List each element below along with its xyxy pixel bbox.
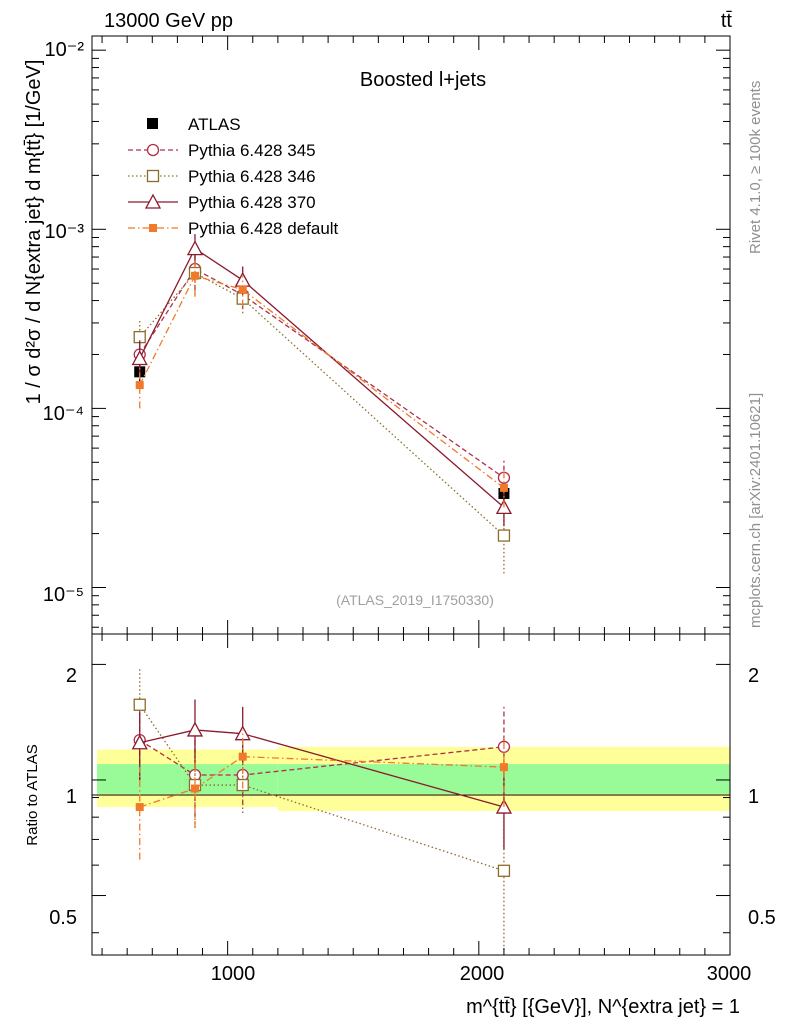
series-line-p370 xyxy=(139,247,505,508)
legend-label: Pythia 6.428 346 xyxy=(188,167,316,186)
legend-marker-p346 xyxy=(146,169,160,183)
main-ytick-label: 10⁻⁴ xyxy=(43,403,84,425)
legend-entry-p370: Pythia 6.428 370 xyxy=(128,193,316,212)
ratio-ytick-label-right: 0.5 xyxy=(748,907,776,929)
analysis-id: (ATLAS_2019_I1750330) xyxy=(336,592,494,608)
main-y-axis-label: 1 / σ d²σ / d N{extra jet} d m{tt̄} [1/G… xyxy=(23,60,45,405)
legend-marker-pdef xyxy=(149,224,157,232)
ratio-point-pdef xyxy=(499,763,508,772)
main-data-layer xyxy=(131,234,513,574)
legend-entry-p346: Pythia 6.428 346 xyxy=(128,167,316,186)
ratio-ytick-label-right: 1 xyxy=(748,786,759,808)
legend-label: Pythia 6.428 370 xyxy=(188,193,316,212)
main-ytick-label: 10⁻⁵ xyxy=(43,584,84,606)
series-line-p346 xyxy=(139,272,505,537)
legend-marker-atlas xyxy=(147,118,158,129)
x-axis-label: m^{tt̄} [{GeV}], N^{extra jet} = 1 xyxy=(466,996,740,1018)
x-axis-ticks xyxy=(101,36,731,955)
main-y-ticks xyxy=(92,49,730,628)
legend-label: Pythia 6.428 default xyxy=(188,219,339,238)
data-point-p370 xyxy=(186,240,204,256)
ratio-line-p346 xyxy=(139,704,505,872)
legend-entry-atlas: ATLAS xyxy=(147,115,241,134)
ratio-point-p346 xyxy=(497,864,511,877)
data-point-p370 xyxy=(131,350,148,366)
ratio-point-p346 xyxy=(133,698,146,711)
ratio-ytick-label: 2 xyxy=(66,665,77,687)
series-line-p345 xyxy=(139,268,505,479)
ratio-y-ticks xyxy=(92,663,730,934)
data-point-pdef xyxy=(135,381,144,390)
legend-marker-p345 xyxy=(146,143,160,157)
ratio-line-p370 xyxy=(139,729,505,808)
process-label: tt̄ xyxy=(721,10,733,32)
ratio-point-pdef xyxy=(190,784,199,793)
legend: ATLAS Pythia 6.428 345 Pythia 6.428 346 … xyxy=(128,115,339,238)
ratio-point-pdef xyxy=(135,803,144,812)
ratio-ytick-label: 0.5 xyxy=(49,907,77,929)
legend-entry-p345: Pythia 6.428 345 xyxy=(128,141,316,160)
legend-entry-pdef: Pythia 6.428 default xyxy=(128,219,339,238)
data-point-pdef xyxy=(499,483,508,492)
ratio-y-axis-label: Ratio to ATLAS xyxy=(24,744,41,845)
ratio-point-p370 xyxy=(186,721,204,737)
site-label: mcplots.cern.ch [arXiv:2401.10621] xyxy=(747,393,764,628)
energy-label: 13000 GeV pp xyxy=(104,10,233,32)
ratio-point-p370 xyxy=(131,734,148,750)
ratio-ytick-label: 1 xyxy=(66,786,77,808)
xtick-label: 2000 xyxy=(460,963,505,985)
ratio-point-pdef xyxy=(238,752,247,761)
ratio-data-layer xyxy=(131,668,513,951)
data-point-p346 xyxy=(497,529,511,542)
legend-label: ATLAS xyxy=(188,115,241,134)
ratio-line-pdef xyxy=(139,756,504,808)
rivet-label: Rivet 4.1.0, ≥ 100k events xyxy=(747,81,764,254)
data-point-pdef xyxy=(238,285,247,294)
main-title: Boosted l+jets xyxy=(360,69,486,91)
ratio-ytick-label-right: 2 xyxy=(748,665,759,687)
main-ytick-label: 10⁻³ xyxy=(45,221,85,243)
series-line-pdef xyxy=(139,275,505,489)
legend-label: Pythia 6.428 345 xyxy=(188,141,316,160)
data-point-pdef xyxy=(190,271,199,280)
data-point-p370 xyxy=(234,271,251,287)
xtick-label: 1000 xyxy=(211,963,256,985)
main-ytick-label: 10⁻² xyxy=(45,39,85,61)
ratio-plot-frame xyxy=(91,633,731,956)
ratio-line-p345 xyxy=(139,739,505,776)
legend-marker-p370 xyxy=(144,193,162,209)
xtick-label: 3000 xyxy=(707,963,752,985)
